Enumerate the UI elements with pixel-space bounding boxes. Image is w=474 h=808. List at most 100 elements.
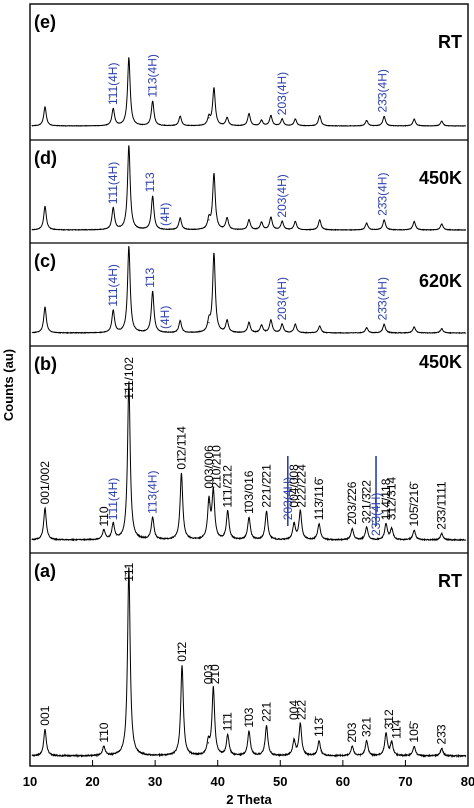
peak-marker: [383, 219, 385, 221]
peak-marker: [180, 473, 183, 475]
x-axis-label: 2 Theta: [226, 792, 272, 807]
peak-marker: [128, 57, 130, 59]
peak-marker: [44, 729, 46, 731]
peak-marker: [319, 325, 321, 327]
x-tick-label: 30: [148, 774, 162, 789]
peak-marker: [366, 222, 368, 224]
reflection-label: 1̄11/102: [122, 357, 136, 400]
peak-marker: [351, 528, 353, 530]
peak-marker: [294, 118, 296, 120]
peak-marker: [281, 221, 283, 223]
peak-marker: [299, 723, 301, 725]
peak-marker: [260, 119, 263, 122]
peak-marker: [103, 746, 105, 748]
panel-condition: 450K: [419, 168, 462, 188]
reflection-label: 203(4H): [275, 72, 289, 115]
peak-marker: [212, 687, 214, 689]
peak-marker: [294, 221, 296, 223]
reflection-label: 23̄3(4H): [375, 69, 389, 112]
peak-marker: [260, 324, 263, 326]
peak-marker: [112, 108, 114, 110]
reflection-label: 1̄13(4H): [146, 54, 160, 97]
reflection-label: 221/2̄21: [260, 464, 274, 508]
x-tick-label: 40: [210, 774, 224, 789]
peak-marker: [366, 327, 368, 329]
xrd-pattern-line: [31, 57, 467, 127]
panel-condition: RT: [438, 571, 462, 591]
peak-marker: [383, 323, 385, 325]
peak-marker: [385, 732, 387, 735]
peak-marker: [391, 742, 393, 744]
peak-marker: [213, 173, 215, 176]
reflection-label: 203(4H): [275, 174, 289, 217]
peak-marker: [128, 246, 130, 248]
peak-marker: [441, 328, 443, 330]
x-tick-label: 70: [398, 774, 412, 789]
peak-marker: [441, 747, 443, 750]
reflection-label: 11̄1: [221, 712, 235, 731]
peak-marker: [248, 219, 250, 221]
peak-marker: [227, 510, 229, 513]
peak-marker: [248, 322, 250, 324]
peak-marker: [260, 221, 263, 224]
peak-marker: [441, 120, 443, 122]
peak-marker: [248, 730, 250, 733]
xrd-pattern-line: [31, 245, 467, 335]
peak-marker: [270, 216, 272, 218]
xrd-pattern-line: [31, 567, 467, 759]
peak-marker: [44, 106, 46, 108]
peak-marker: [179, 217, 181, 219]
peak-marker: [413, 326, 415, 328]
peak-marker: [208, 117, 210, 119]
peak-marker: [128, 145, 130, 147]
reflection-label: 1̄11(4H): [106, 264, 120, 306]
x-tick-label: 10: [23, 774, 37, 789]
panel-label: (b): [34, 354, 57, 374]
x-tick-label: 20: [85, 774, 99, 789]
peak-marker: [128, 381, 130, 383]
panel-label: (c): [34, 251, 56, 271]
peak-marker: [248, 517, 250, 519]
reflection-label: 23̄3(4H): [375, 277, 389, 320]
peak-marker: [179, 115, 181, 118]
peak-marker: [391, 528, 393, 530]
reflection-label: 2̄10/210: [210, 445, 224, 489]
peak-marker: [44, 507, 46, 509]
peak-marker: [226, 320, 228, 322]
peak-marker: [44, 306, 46, 308]
panels: (e)RT1̄11(4H) 1̄13(4H) 203(4H) 23̄3(4H)(d)4…: [30, 12, 468, 759]
reflection-label: 1̄10: [97, 722, 111, 742]
peak-marker: [152, 517, 154, 519]
peak-marker: [181, 665, 183, 667]
reflection-label: 1̄11: [122, 562, 136, 581]
x-tick-label: 80: [461, 774, 474, 789]
peak-marker: [152, 195, 154, 197]
reflection-label: 105̄/216̄: [407, 481, 421, 526]
reflection-label: 203(4H): [275, 277, 289, 320]
peak-marker: [265, 510, 268, 513]
reflection-label: 23̄3: [435, 724, 449, 744]
reflection-label: 003/006: [202, 445, 216, 489]
plot-frame: [29, 3, 469, 767]
panel-condition: 450K: [419, 352, 462, 372]
reflection-label: 001/002: [38, 461, 52, 505]
reflection-label: 105̄: [407, 721, 421, 743]
peak-marker: [226, 217, 228, 219]
x-tick-label: 50: [273, 774, 287, 789]
peak-marker: [152, 291, 154, 293]
reflection-label: 1̄11(4H): [106, 162, 120, 204]
peak-marker: [413, 746, 415, 748]
peak-marker: [208, 501, 210, 503]
reflection-label: 2̄10: [208, 664, 222, 684]
reflection-label: 004: [287, 700, 301, 720]
panel-0: (e) RT 1̄11(4H) 1̄13(4H) 203(4H) 23̄3(4H): [31, 12, 467, 127]
reflection-label: (4H): [158, 306, 172, 329]
reflection-label: 113̄/116̄: [312, 477, 326, 521]
reflection-label: 004/008: [287, 464, 301, 508]
reflection-label: 1̄03: [242, 707, 256, 727]
peak-marker: [128, 567, 130, 569]
y-axis-label: Counts (au): [1, 349, 16, 421]
peak-marker: [294, 323, 296, 325]
